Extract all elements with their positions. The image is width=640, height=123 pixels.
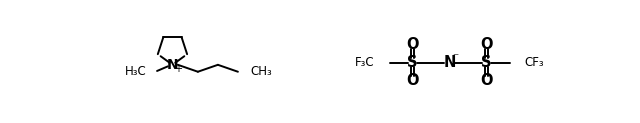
Text: O: O bbox=[406, 73, 419, 88]
Text: O: O bbox=[481, 73, 493, 88]
Text: O: O bbox=[406, 37, 419, 52]
Text: CH₃: CH₃ bbox=[250, 65, 272, 78]
Text: N: N bbox=[166, 58, 179, 72]
Text: S: S bbox=[481, 55, 492, 70]
Text: H₃C: H₃C bbox=[125, 65, 147, 78]
Text: +: + bbox=[174, 64, 182, 74]
Text: CF₃: CF₃ bbox=[524, 56, 544, 69]
Text: ⁻: ⁻ bbox=[452, 51, 458, 64]
Text: O: O bbox=[481, 37, 493, 52]
Text: F₃C: F₃C bbox=[355, 56, 375, 69]
Text: N: N bbox=[444, 55, 456, 70]
Text: S: S bbox=[408, 55, 418, 70]
